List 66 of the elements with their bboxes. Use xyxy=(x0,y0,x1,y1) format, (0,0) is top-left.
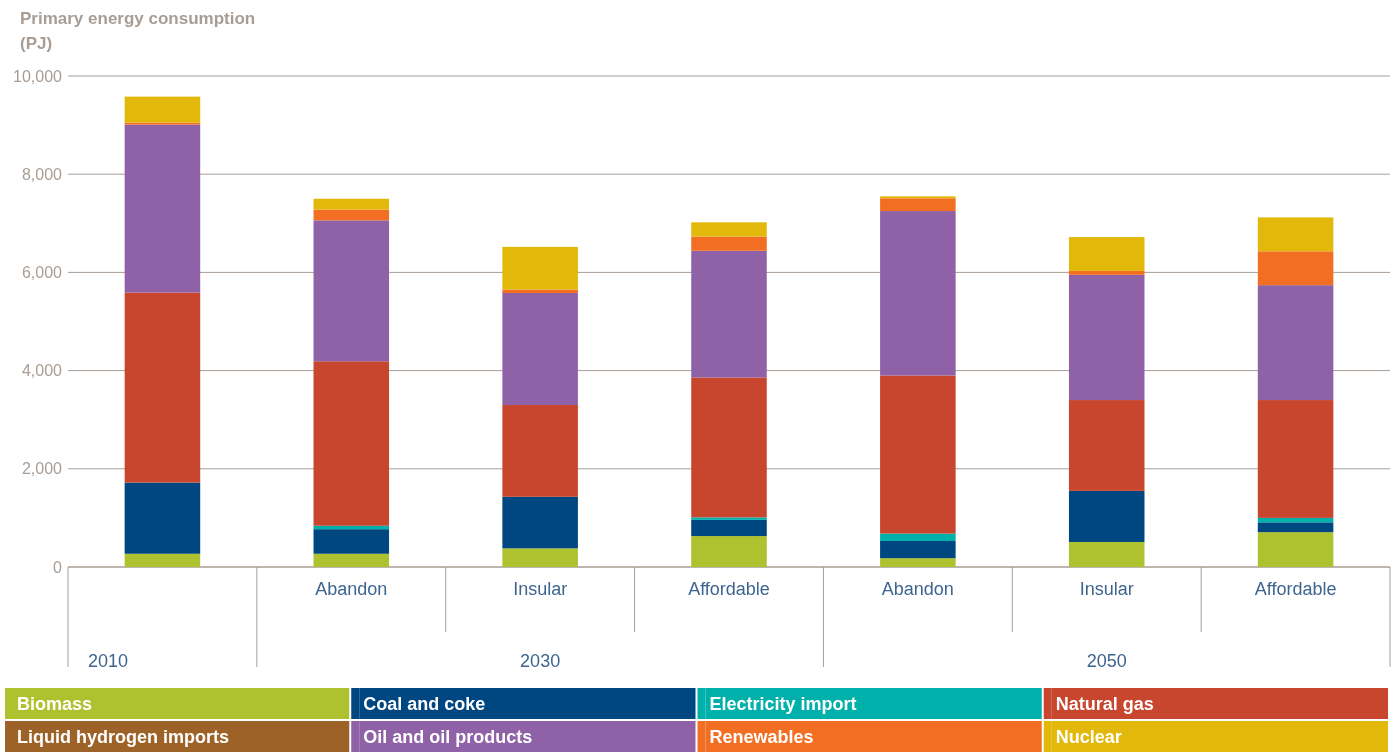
bar xyxy=(1068,270,1145,275)
x-tick-label: Insular xyxy=(1079,579,1134,599)
bar xyxy=(1068,490,1145,542)
legend-label: Natural gas xyxy=(1055,693,1154,714)
bar xyxy=(691,519,767,537)
bar xyxy=(1257,522,1334,533)
bar xyxy=(124,96,201,123)
bar xyxy=(691,377,767,518)
text: 2050 xyxy=(1086,651,1127,671)
x-tick-label: Affordable xyxy=(1254,579,1337,599)
bar xyxy=(691,536,767,567)
x-tick-label: Affordable xyxy=(688,579,770,599)
bar xyxy=(313,553,390,567)
x-tick-label: Abandon xyxy=(315,579,388,599)
bar xyxy=(1068,237,1145,271)
x-tick-label: Abandon xyxy=(881,579,954,599)
bar xyxy=(1068,400,1145,491)
bar xyxy=(1068,274,1145,401)
bar xyxy=(880,375,956,534)
bar xyxy=(1257,532,1334,567)
y-tick-label: 6,000 xyxy=(21,264,63,281)
bar xyxy=(313,220,390,362)
bar xyxy=(1257,285,1334,401)
bar xyxy=(1257,400,1334,518)
bar xyxy=(124,482,201,554)
legend-label: Oil and oil products xyxy=(363,726,533,747)
y-tick-label: 0 xyxy=(53,558,63,576)
bar xyxy=(502,404,578,497)
bar xyxy=(1257,251,1334,286)
bar xyxy=(313,529,390,554)
bar xyxy=(1068,541,1145,567)
bar xyxy=(880,211,956,376)
text: 2010 xyxy=(88,651,129,671)
bar xyxy=(691,517,767,520)
bar xyxy=(313,198,390,210)
legend-label: Electricity import xyxy=(709,693,857,714)
bar xyxy=(880,533,956,541)
bar xyxy=(502,246,578,290)
bar xyxy=(691,236,767,251)
y-tick-label: 8,000 xyxy=(21,165,63,183)
legend-label: Liquid hydrogen imports xyxy=(17,726,229,747)
bar xyxy=(502,548,578,567)
legend-label: Nuclear xyxy=(1055,726,1122,747)
text: 2030 xyxy=(520,651,561,671)
bar xyxy=(880,558,956,567)
bar xyxy=(124,124,201,293)
bar xyxy=(1257,517,1334,523)
bar xyxy=(313,209,390,221)
bar xyxy=(124,553,201,567)
legend-label: Biomass xyxy=(17,693,93,714)
x-tick-label: Insular xyxy=(513,579,568,599)
legend-label: Coal and coke xyxy=(363,693,486,714)
bar xyxy=(691,222,767,237)
y-tick-label: 2,000 xyxy=(21,460,63,478)
bar xyxy=(880,540,956,559)
bar xyxy=(124,292,201,483)
bar xyxy=(502,293,578,405)
bar xyxy=(880,198,956,212)
y-axis-title: Primary energy consumption (PJ) xyxy=(20,9,256,53)
y-tick-label: 10,000 xyxy=(13,67,63,85)
legend-label: Renewables xyxy=(709,726,814,747)
bar xyxy=(691,250,767,378)
bar xyxy=(1257,217,1334,252)
bar xyxy=(502,496,578,549)
y-tick-label: 4,000 xyxy=(21,362,63,380)
bar xyxy=(313,361,390,526)
